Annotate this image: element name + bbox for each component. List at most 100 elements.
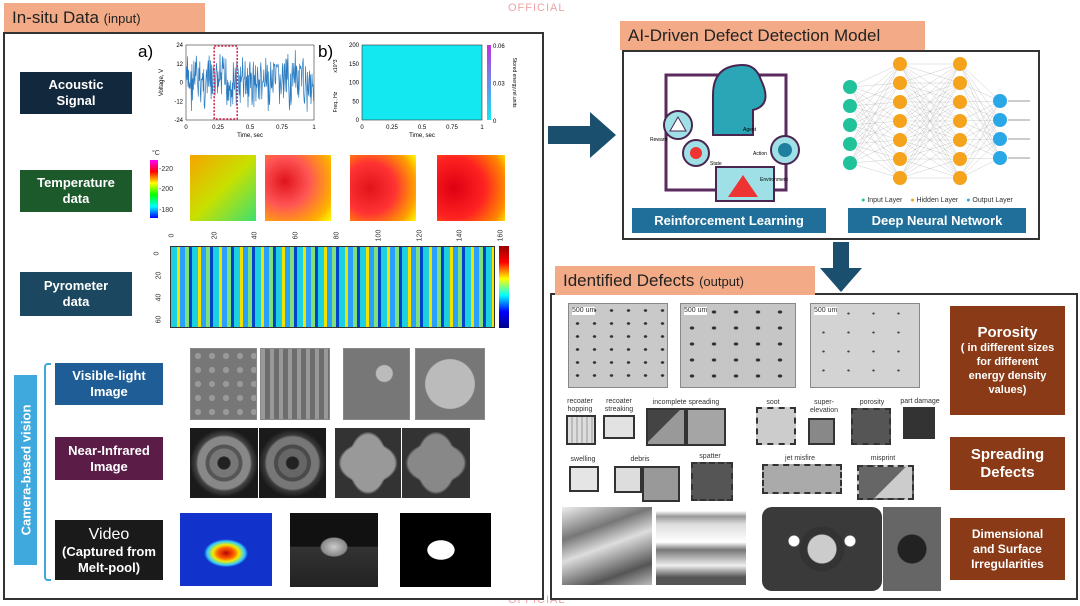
connection [959,63,1001,102]
connection [849,82,901,164]
video-title: Video [88,525,130,543]
x-tick-label: 1 [312,125,316,131]
porosity-subtitle: ( in different sizes for different energ… [960,342,1055,396]
defect-label: incomplete spreading [652,399,720,406]
model-header: AI-Driven Defect Detection Model [620,21,925,50]
connection [899,82,961,179]
defect-label: recoater streaking [604,398,634,413]
connection [899,158,961,179]
temperature-data-label: Temperature data [20,170,132,212]
connection [899,63,961,84]
y-tick-label: -12 [174,99,183,105]
defect-image [614,466,642,493]
reinforcement-learning-label: Reinforcement Learning [632,208,826,233]
temperature-colorbar [150,160,158,218]
defect-label: recoater hopping [567,398,593,413]
pyrometer-heatmap [170,246,495,328]
colorbar-tick: 0 [493,119,497,125]
defect-label: soot [766,399,780,406]
neuron [843,80,857,94]
connection [849,63,901,145]
neuron [953,152,967,166]
camera-based-vision-label: Camera-based vision [18,404,33,536]
neuron [843,99,857,113]
neuron [953,171,967,185]
nir-image [259,428,326,498]
connection [899,63,961,141]
connection [849,63,901,126]
neuron [893,152,907,166]
visible-light-label: Visible-light Image [55,363,163,405]
x-tick-label: 0.5 [418,125,427,131]
temp-unit: °C [152,150,160,157]
connection [899,63,961,179]
y-axis-scale: x10^3 [333,59,339,72]
neural-network-diagram [843,57,1030,185]
connection [899,139,961,179]
pyrometer-y-ticks: 0 20 40 60 [153,246,169,328]
connection [849,120,901,164]
x-tick-label: 0.25 [212,125,224,131]
connection [899,120,961,179]
dimensional-defect-photo [762,507,882,591]
neuron [843,118,857,132]
neuron [893,57,907,71]
defects-title: Identified Defects [563,271,695,290]
connection [849,139,901,164]
x-tick-label: 0 [360,125,364,131]
neuron [893,95,907,109]
meltpool-cross-section [290,513,378,587]
connection [849,162,901,179]
connection [899,63,961,122]
neuron [843,156,857,170]
spreading-defects-category: Spreading Defects [950,437,1065,490]
defect-image [646,408,686,446]
porosity-category: Porosity( in different sizes for differe… [950,306,1065,415]
rl-tag: Agent [743,127,757,133]
pyro-x-tick: 140 [456,229,464,242]
legend-output: ● Output Layer [966,197,1013,204]
defect-label: swelling [570,456,596,463]
defect-image [642,466,680,502]
neuron [993,113,1007,127]
y-tick-label: 24 [176,43,183,49]
neuron [893,76,907,90]
x-tick-label: 0.25 [386,125,398,131]
connection [959,100,1001,141]
pyrometer-colorbar [499,246,509,328]
defect-image [686,408,726,446]
y-tick-label: 0 [356,118,360,124]
scale-tag: 500 um [814,307,838,315]
temp-tick: -180 [159,207,174,214]
rl-tag: State [710,161,722,167]
defect-label: part damage [900,398,940,405]
connection [899,101,961,179]
scale-tag: 500 um [572,307,596,315]
dimensional-defect-photo [562,507,652,585]
porosity-title: Porosity [977,324,1038,341]
panel-a-label: a) [138,42,154,61]
visible-light-image [260,348,330,420]
in-situ-header: In-situ Data (input) [4,3,205,32]
y-tick-label: 150 [349,62,360,68]
nir-image [335,428,401,498]
defect-image [691,462,733,501]
arrow-right-icon [548,112,616,158]
temp-tick: -200 [159,186,174,193]
neuron [953,133,967,147]
pyro-x-tick: 120 [416,229,424,242]
nir-image [402,428,470,498]
acoustic-signal-label: Acoustic Signal [20,72,132,114]
thermal-image [265,155,331,221]
connection [849,101,901,164]
y-axis-label: Voltage, V [159,69,165,96]
defect-label: jet misfire [785,455,815,462]
y-tick-label: -24 [174,118,183,124]
meltpool-binary-frame [400,513,491,587]
connection [849,63,901,107]
dimensional-irregularities-category: Dimensional and Surface Irregularities [950,518,1065,580]
pyro-y-tick: 20 [155,271,163,280]
defect-label: debris [630,456,650,463]
